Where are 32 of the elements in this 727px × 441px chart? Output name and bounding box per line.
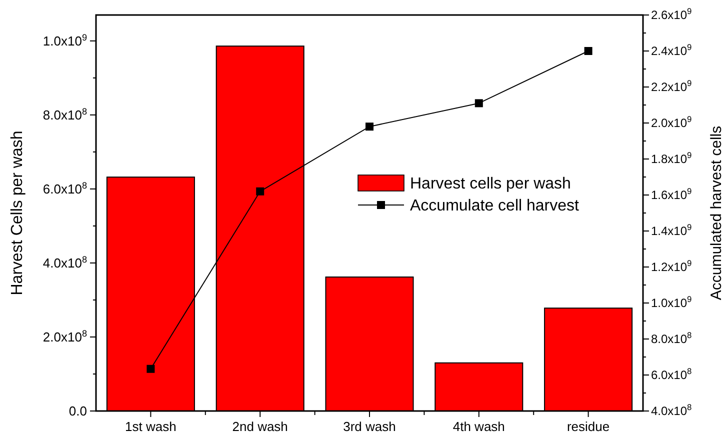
point xyxy=(474,99,483,108)
x-tick-label: 4th wash xyxy=(452,419,505,434)
y2-tick-label: 1.4x10$^{9}$ xyxy=(651,222,692,238)
legend-label: Harvest cells per wash xyxy=(410,176,571,193)
y-tick-label: 2.0x10$^{8}$ xyxy=(42,328,87,345)
y2-tick-label: 1.6x10$^{9}$ xyxy=(651,186,692,202)
y-tick-label: 0.0 xyxy=(68,404,87,419)
y2-tick-label: 1.0x10$^{9}$ xyxy=(651,294,692,310)
y2-axis-title: Accumulated harvest cells xyxy=(708,126,725,300)
x-tick-label: 3rd wash xyxy=(343,419,396,434)
y-axis-title: Harvest Cells per wash xyxy=(9,130,26,296)
point xyxy=(584,47,592,55)
y2-tick-label: 2.4x10$^{9}$ xyxy=(651,42,692,58)
y-tick-label: 6.0x10$^{8}$ xyxy=(42,180,87,196)
y2-tick-label: 2.0x10$^{9}$ xyxy=(651,114,692,130)
point xyxy=(366,122,374,131)
x-tick-label: 1st wash xyxy=(125,419,176,434)
y2-tick-label: 8.0x10$^{8}$ xyxy=(651,330,692,346)
y2-tick-label: 1.8x10$^{9}$ xyxy=(651,150,692,166)
y2-tick-label: 6.0x10$^{8}$ xyxy=(651,366,692,382)
x-tick-label: residue xyxy=(566,419,610,434)
point xyxy=(256,187,264,196)
y-tick-label: 1.0x10$^{9}$ xyxy=(42,32,87,48)
y2-tick-label: 4.0x10$^{8}$ xyxy=(651,402,692,418)
y-tick-label: 4.0x10$^{8}$ xyxy=(42,254,87,271)
legend-label: Accumulate cell harvest xyxy=(410,198,580,215)
y2-tick-label: 2.6x10$^{9}$ xyxy=(651,6,692,22)
y2-tick-label: 2.2x10$^{9}$ xyxy=(651,78,692,94)
y-tick-label: 8.0x10$^{8}$ xyxy=(42,106,87,122)
y2-tick-label: 1.2x10$^{9}$ xyxy=(651,258,692,274)
x-tick-label: 2nd wash xyxy=(232,419,288,434)
point xyxy=(146,364,155,373)
